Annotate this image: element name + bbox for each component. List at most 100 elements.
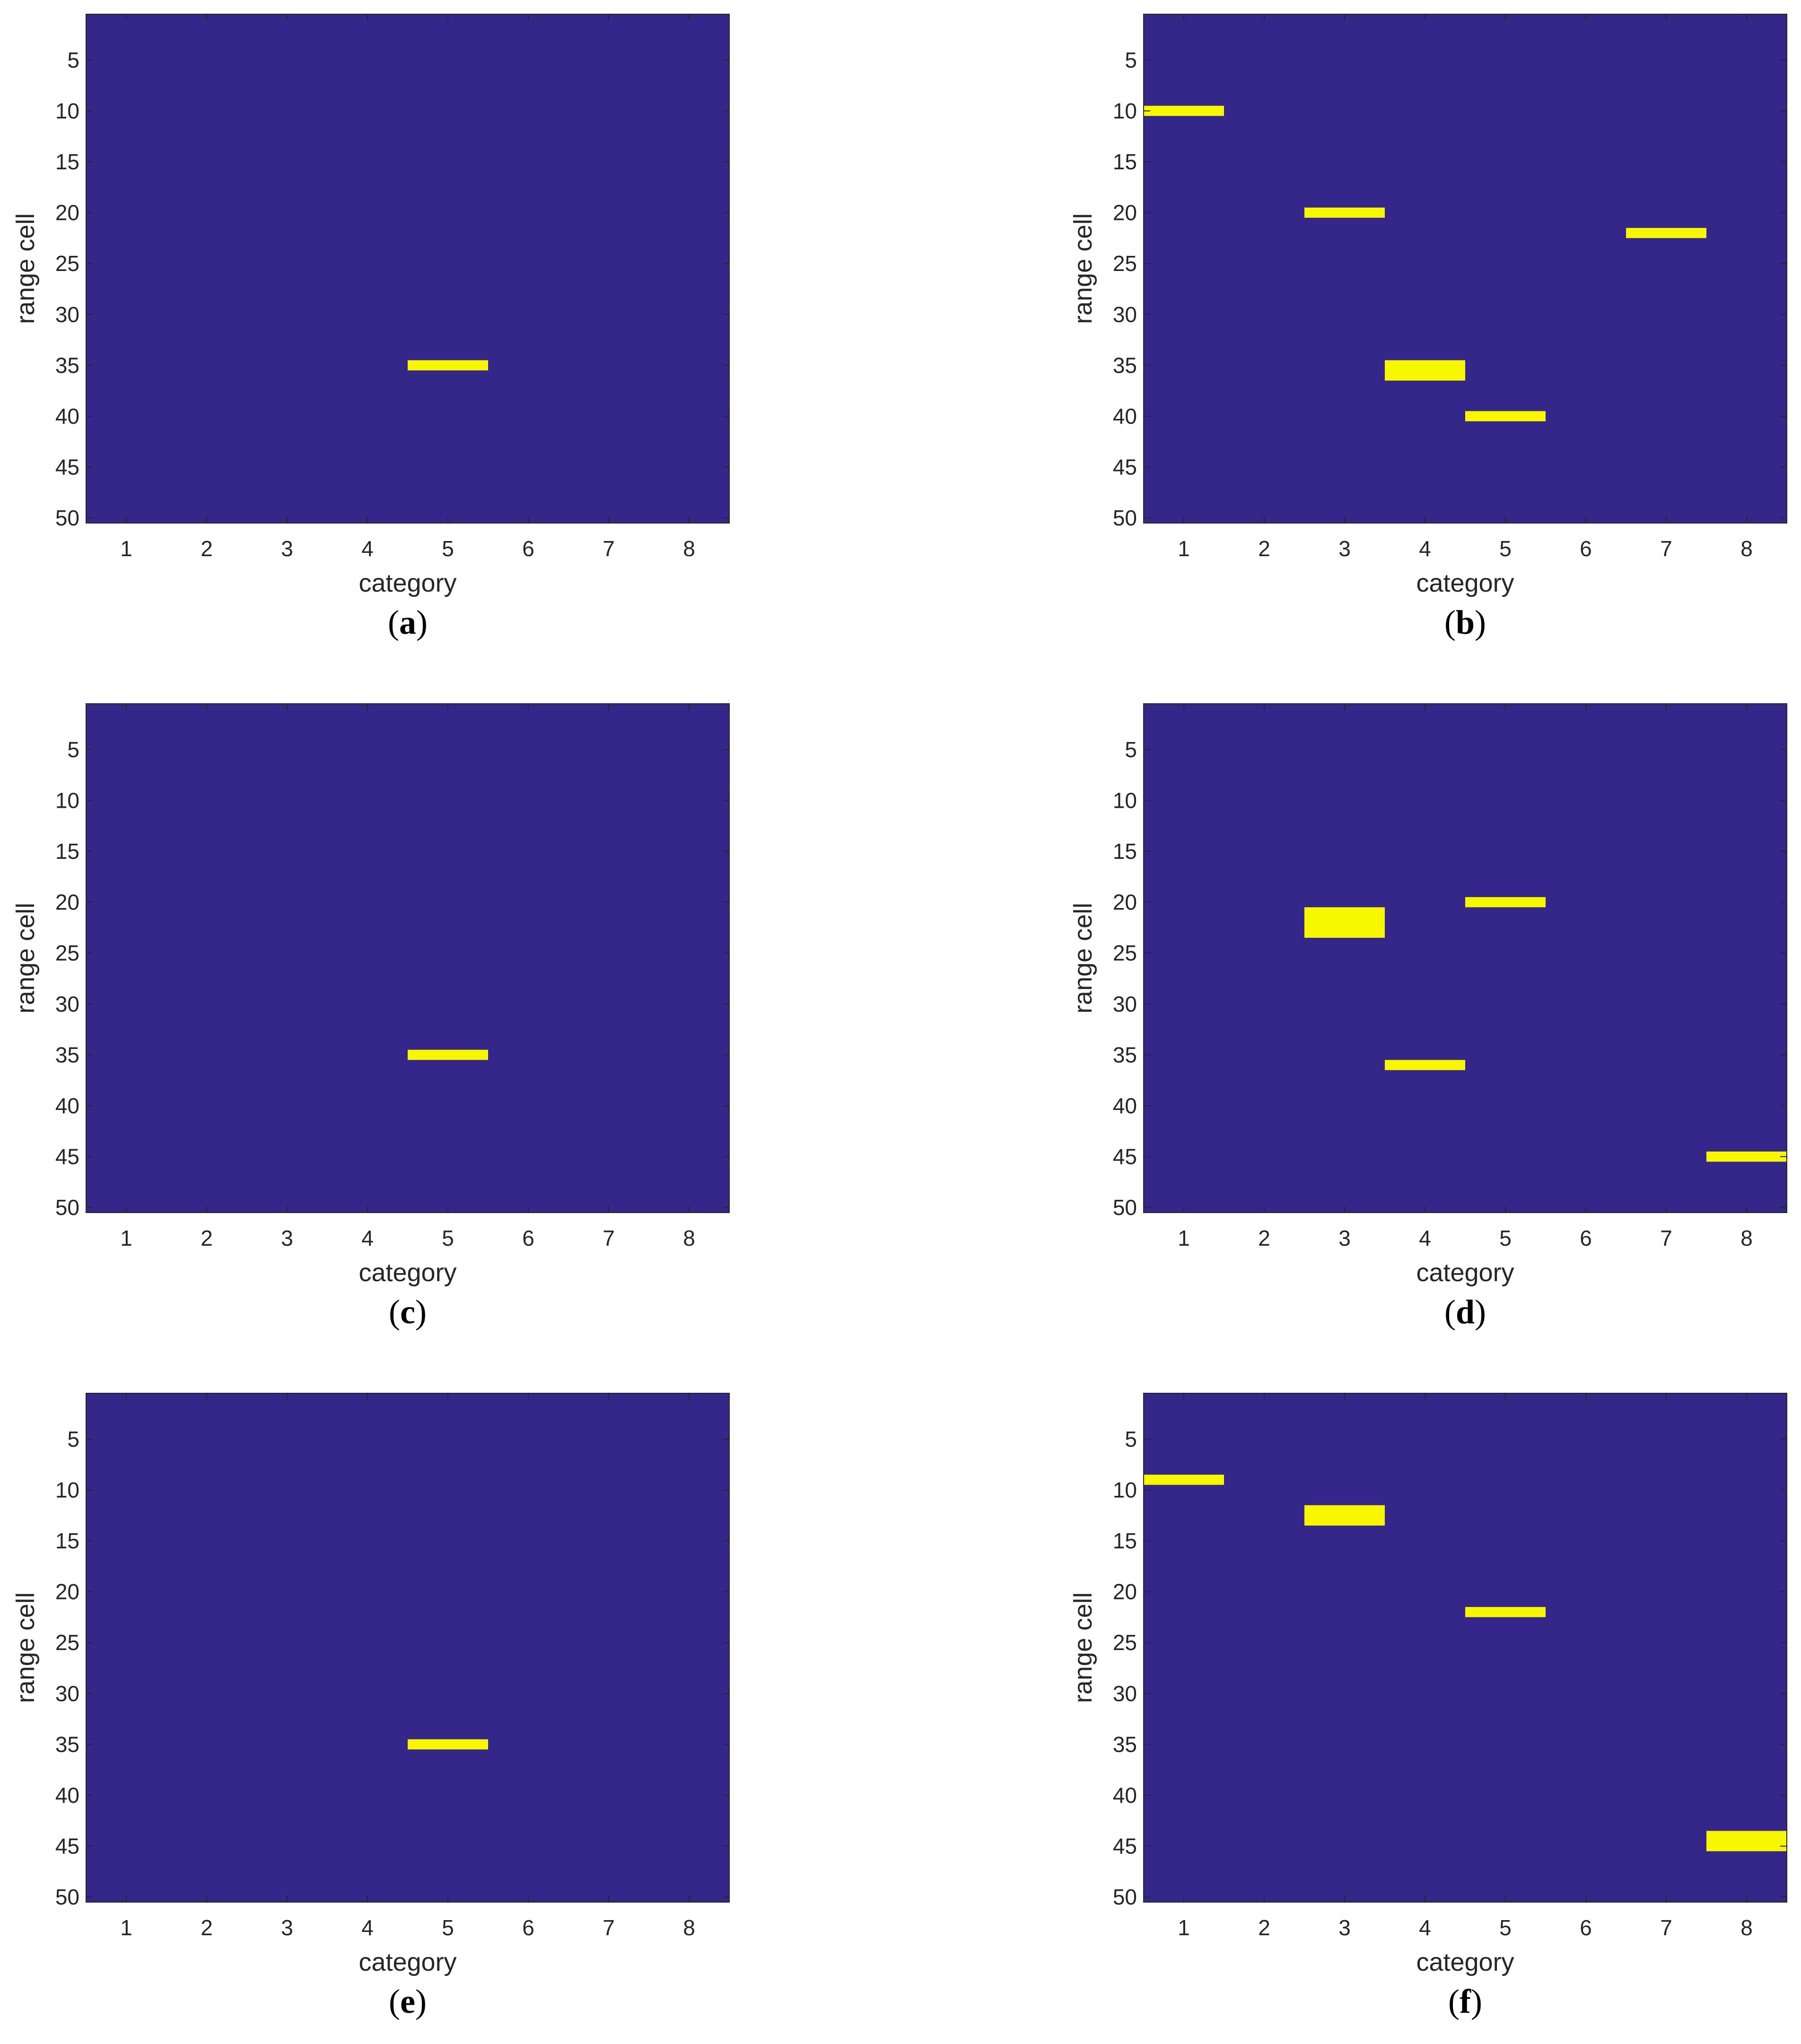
x-tick-label: 2 xyxy=(1258,536,1270,561)
y-tick-label: 50 xyxy=(55,1195,79,1220)
x-tick-label: 4 xyxy=(1419,536,1431,561)
y-tick-label: 30 xyxy=(55,992,79,1016)
y-tick-label: 45 xyxy=(1113,1834,1137,1859)
x-tick-label: 8 xyxy=(1740,536,1753,561)
x-axis-label: category xyxy=(358,1948,456,1976)
heatmap-background xyxy=(1144,1393,1787,1902)
x-axis-label: category xyxy=(1416,1258,1514,1287)
panel-caption: (d) xyxy=(1444,1293,1486,1331)
y-tick-label: 25 xyxy=(55,251,79,276)
y-tick-label: 5 xyxy=(67,737,79,762)
y-tick-label: 20 xyxy=(1113,1580,1137,1604)
panel-c: 5 10 15 20 25 30 35 40 45 50 1 2 3 4 5 6 7 8 category range… xyxy=(1,703,739,1354)
x-tick-label: 7 xyxy=(603,1226,615,1250)
y-tick-label: 15 xyxy=(1113,839,1137,864)
x-tick-label: 2 xyxy=(1258,1226,1270,1250)
y-axis-label: range cell xyxy=(11,1592,40,1703)
y-tick-label: 35 xyxy=(1113,353,1137,377)
active-cell xyxy=(1304,207,1385,218)
active-cell xyxy=(408,1739,488,1750)
x-axis-label: category xyxy=(358,569,456,597)
y-axis-label: range cell xyxy=(1069,213,1097,324)
y-tick-label: 40 xyxy=(55,1783,79,1808)
x-tick-label: 6 xyxy=(1580,1226,1592,1250)
y-tick-label: 20 xyxy=(1113,201,1137,225)
panel-caption: (e) xyxy=(389,1983,427,2020)
panel-caption: (a) xyxy=(388,603,428,641)
x-tick-label: 7 xyxy=(1660,1226,1672,1250)
y-tick-label: 35 xyxy=(55,1732,79,1756)
x-tick-label: 4 xyxy=(361,536,374,561)
y-tick-label: 40 xyxy=(1113,1783,1137,1808)
x-tick-label: 6 xyxy=(1580,536,1592,561)
y-tick-label: 25 xyxy=(55,941,79,965)
x-tick-label: 2 xyxy=(201,1226,213,1250)
x-tick-label: 5 xyxy=(442,1226,454,1250)
x-tick-label: 8 xyxy=(1740,1915,1753,1940)
x-tick-label: 8 xyxy=(1740,1226,1753,1250)
x-tick-label: 2 xyxy=(1258,1915,1270,1940)
active-cell xyxy=(408,360,488,371)
x-tick-label: 4 xyxy=(1419,1226,1431,1250)
active-cell xyxy=(1304,1505,1385,1526)
x-tick-label: 8 xyxy=(683,536,695,561)
x-axis-label: category xyxy=(1416,1948,1514,1976)
x-axis-label: category xyxy=(358,1258,456,1287)
heatmap-background xyxy=(86,1393,729,1902)
y-tick-label: 45 xyxy=(1113,455,1137,480)
y-tick-label: 35 xyxy=(55,353,79,377)
x-tick-label: 4 xyxy=(361,1226,374,1250)
y-tick-label: 50 xyxy=(55,1885,79,1909)
heatmap-background xyxy=(1144,704,1787,1213)
x-tick-label: 3 xyxy=(1338,1226,1351,1250)
y-tick-label: 10 xyxy=(1113,1477,1137,1502)
y-axis-label: range cell xyxy=(1069,903,1097,1013)
axes-frame xyxy=(86,703,730,1213)
panel-e: 5 10 15 20 25 30 35 40 45 50 1 2 3 4 5 6 7 8 category range… xyxy=(1,1393,739,2044)
active-cell xyxy=(1465,1607,1546,1617)
panel-f: 5 10 15 20 25 30 35 40 45 50 1 2 3 4 5 6 7 8 category range… xyxy=(1058,1393,1796,2044)
y-tick-label: 40 xyxy=(1113,404,1137,428)
active-cell xyxy=(408,1049,488,1060)
active-cell xyxy=(1385,1060,1465,1070)
y-tick-label: 50 xyxy=(1113,1195,1137,1220)
y-tick-label: 20 xyxy=(55,201,79,225)
x-tick-label: 1 xyxy=(1178,1915,1190,1940)
axes-frame xyxy=(1143,703,1787,1213)
y-tick-label: 15 xyxy=(1113,149,1137,174)
x-tick-label: 3 xyxy=(281,536,293,561)
panel-caption: (f) xyxy=(1448,1983,1482,2020)
y-tick-label: 45 xyxy=(55,1144,79,1169)
x-tick-label: 5 xyxy=(1499,1915,1512,1940)
y-axis-label: range cell xyxy=(11,903,40,1013)
y-tick-label: 20 xyxy=(55,1580,79,1604)
y-tick-label: 30 xyxy=(1113,1681,1137,1706)
x-tick-label: 5 xyxy=(442,536,454,561)
heatmap-background xyxy=(86,14,729,523)
axes-frame xyxy=(86,14,730,524)
y-tick-label: 50 xyxy=(55,506,79,530)
y-tick-label: 5 xyxy=(1125,737,1137,762)
y-tick-label: 10 xyxy=(55,1477,79,1502)
active-cell xyxy=(1385,360,1465,381)
y-tick-label: 40 xyxy=(55,1093,79,1118)
y-tick-label: 10 xyxy=(55,788,79,812)
x-tick-label: 8 xyxy=(683,1226,695,1250)
x-tick-label: 7 xyxy=(603,1915,615,1940)
x-tick-label: 3 xyxy=(1338,536,1351,561)
x-tick-label: 6 xyxy=(522,1915,534,1940)
x-tick-label: 6 xyxy=(1580,1915,1592,1940)
panel-caption: (b) xyxy=(1444,603,1486,641)
x-tick-label: 1 xyxy=(120,1915,132,1940)
x-tick-label: 7 xyxy=(1660,536,1672,561)
y-tick-label: 15 xyxy=(55,1529,79,1553)
y-tick-label: 20 xyxy=(1113,890,1137,915)
y-axis-label: range cell xyxy=(1069,1592,1097,1703)
y-tick-label: 40 xyxy=(55,404,79,428)
y-tick-label: 25 xyxy=(1113,251,1137,276)
y-tick-label: 10 xyxy=(1113,788,1137,812)
y-tick-label: 30 xyxy=(1113,302,1137,327)
x-tick-label: 7 xyxy=(1660,1915,1672,1940)
